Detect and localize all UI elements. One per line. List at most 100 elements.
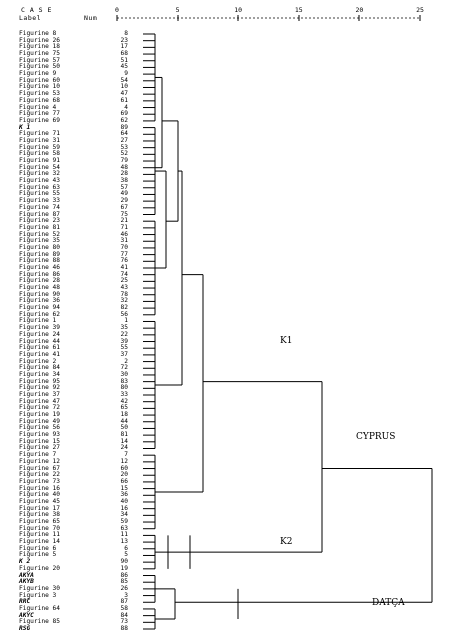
case-label: Figurine 54 bbox=[19, 163, 60, 171]
case-number: 80 bbox=[120, 384, 128, 392]
case-number: 29 bbox=[120, 197, 128, 205]
case-label: Figurine 16 bbox=[19, 484, 60, 492]
case-number: 15 bbox=[120, 484, 128, 492]
case-number: 13 bbox=[120, 538, 128, 546]
case-number: 23 bbox=[120, 36, 128, 44]
case-number: 47 bbox=[120, 90, 128, 98]
case-label: Figurine 53 bbox=[19, 90, 60, 98]
case-number: 25 bbox=[120, 277, 128, 285]
case-number: 86 bbox=[120, 571, 128, 579]
cluster-label-k1: K1 bbox=[280, 336, 293, 346]
case-number: 32 bbox=[120, 297, 128, 305]
case-number: 88 bbox=[120, 625, 128, 632]
case-number: 87 bbox=[120, 598, 128, 606]
case-number: 56 bbox=[120, 310, 128, 318]
case-label: Figurine 81 bbox=[19, 223, 60, 231]
case-label: Figurine 95 bbox=[19, 377, 60, 385]
case-number: 16 bbox=[120, 504, 128, 512]
case-label: Figurine 89 bbox=[19, 250, 60, 258]
case-label: Figurine 48 bbox=[19, 284, 60, 292]
case-label: Figurine 69 bbox=[19, 116, 60, 124]
case-label: Figurine 43 bbox=[19, 177, 60, 185]
case-number: 73 bbox=[120, 618, 128, 626]
case-number: 28 bbox=[120, 170, 128, 178]
case-label: Figurine 84 bbox=[19, 364, 60, 372]
case-number: 27 bbox=[120, 136, 128, 144]
case-label: Figurine 41 bbox=[19, 350, 60, 358]
case-label: Figurine 60 bbox=[19, 76, 60, 84]
case-label: Figurine 18 bbox=[19, 43, 60, 51]
case-number: 19 bbox=[120, 564, 128, 572]
case-number: 64 bbox=[120, 130, 128, 138]
case-label: Figurine 75 bbox=[19, 50, 60, 58]
case-number: 37 bbox=[120, 350, 128, 358]
case-label: Figurine 31 bbox=[19, 136, 60, 144]
case-number: 79 bbox=[120, 157, 128, 165]
case-label: Figurine 32 bbox=[19, 170, 60, 178]
case-label: Figurine 77 bbox=[19, 110, 60, 118]
case-number: 66 bbox=[120, 477, 128, 485]
case-number: 38 bbox=[120, 177, 128, 185]
case-label: Figurine 12 bbox=[19, 457, 60, 465]
case-number: 61 bbox=[120, 96, 128, 104]
case-label: Figurine 11 bbox=[19, 531, 60, 539]
case-number: 67 bbox=[120, 203, 128, 211]
case-number: 18 bbox=[120, 411, 128, 419]
case-number: 20 bbox=[120, 471, 128, 479]
case-number: 74 bbox=[120, 270, 128, 278]
case-number: 59 bbox=[120, 518, 128, 526]
case-label: Figurine 27 bbox=[19, 444, 60, 452]
case-number: 57 bbox=[120, 183, 128, 191]
case-number: 62 bbox=[120, 116, 128, 124]
case-label: Figurine 49 bbox=[19, 417, 60, 425]
case-number: 43 bbox=[120, 284, 128, 292]
case-number: 8 bbox=[124, 30, 128, 37]
scale-tick-label: 15 bbox=[294, 6, 303, 14]
case-label: Figurine 58 bbox=[19, 150, 60, 158]
case-label: K 1 bbox=[19, 123, 31, 131]
case-number: 7 bbox=[124, 451, 128, 459]
case-number: 55 bbox=[120, 344, 128, 352]
case-label: Figurine 45 bbox=[19, 497, 60, 505]
label-column-header: Label bbox=[19, 14, 42, 22]
case-number: 26 bbox=[120, 584, 128, 592]
case-label: Figurine 62 bbox=[19, 310, 60, 318]
case-label: Figurine 93 bbox=[19, 431, 60, 439]
case-number: 90 bbox=[120, 558, 128, 566]
case-label: RSG bbox=[19, 625, 31, 632]
case-label: Figurine 70 bbox=[19, 524, 60, 532]
case-label: K 2 bbox=[19, 558, 31, 566]
case-number: 81 bbox=[120, 431, 128, 439]
scale-tick-label: 0 bbox=[115, 6, 119, 14]
case-number: 52 bbox=[120, 150, 128, 158]
case-number: 63 bbox=[120, 524, 128, 532]
case-number: 89 bbox=[120, 123, 128, 131]
case-number: 53 bbox=[120, 143, 128, 151]
case-label: Figurine 34 bbox=[19, 370, 60, 378]
case-number: 83 bbox=[120, 377, 128, 385]
case-label: Figurine 94 bbox=[19, 304, 60, 312]
case-label: Figurine 26 bbox=[19, 36, 60, 44]
case-label: AKYA bbox=[19, 571, 34, 579]
case-label: Figurine 61 bbox=[19, 344, 60, 352]
case-number: 2 bbox=[124, 357, 128, 365]
case-number: 70 bbox=[120, 243, 128, 251]
case-label: Figurine 90 bbox=[19, 290, 60, 298]
case-number: 42 bbox=[120, 397, 128, 405]
case-label: Figurine 38 bbox=[19, 511, 60, 519]
case-label: Figurine 46 bbox=[19, 263, 60, 271]
case-label: Figurine 67 bbox=[19, 464, 60, 472]
case-label: Figurine 86 bbox=[19, 270, 60, 278]
case-number: 75 bbox=[120, 210, 128, 218]
case-label: Figurine 9 bbox=[19, 70, 57, 78]
case-label: AKYB bbox=[19, 578, 34, 586]
case-label: Figurine 30 bbox=[19, 584, 60, 592]
case-number: 41 bbox=[120, 263, 128, 271]
case-label: Figurine 72 bbox=[19, 404, 60, 412]
case-label: Figurine 28 bbox=[19, 277, 60, 285]
case-number: 6 bbox=[124, 544, 128, 552]
case-number: 58 bbox=[120, 604, 128, 612]
case-label: Figurine 73 bbox=[19, 477, 60, 485]
